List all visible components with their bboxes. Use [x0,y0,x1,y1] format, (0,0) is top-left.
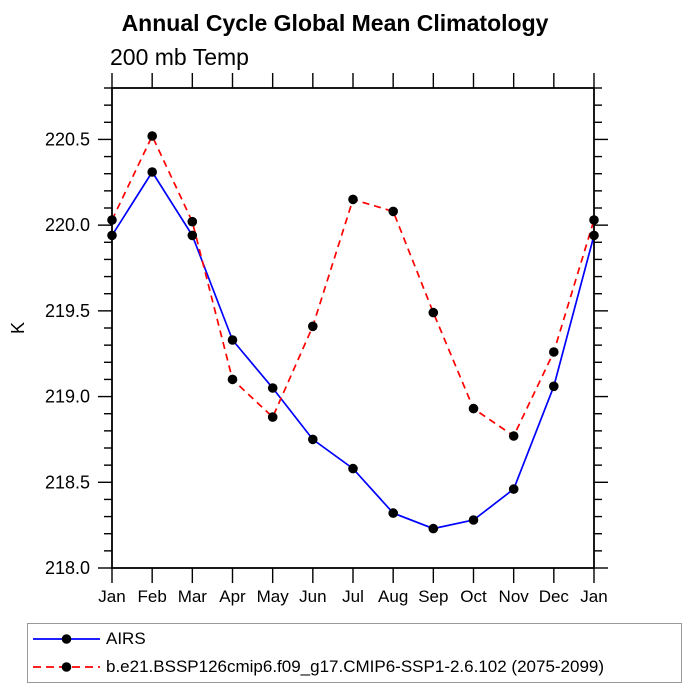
legend-item-airs: AIRS [33,625,681,653]
svg-text:218.0: 218.0 [45,558,90,578]
svg-text:Dec: Dec [539,587,570,606]
x-tick-labels: Jan Feb Mar Apr May Jun Jul Aug Sep Oct Nov Dec Jan [98,587,607,606]
svg-text:Mar: Mar [178,587,208,606]
series-line-airs [111,170,595,530]
svg-text:Oct: Oct [460,587,487,606]
series-markers-airs [107,167,599,534]
svg-text:219.5: 219.5 [45,301,90,321]
climatology-line-chart: 218.0 218.5 219.0 219.5 220.0 220.5 Jan Feb Mar A… [8,73,608,606]
svg-text:May: May [257,587,290,606]
legend-label-airs: AIRS [106,629,146,648]
chart-title: Annual Cycle Global Mean Climatology [121,10,549,36]
series-line-model [111,134,595,438]
svg-text:Nov: Nov [499,587,530,606]
plot-box [111,87,595,569]
svg-text:220.0: 220.0 [45,215,90,235]
svg-text:218.5: 218.5 [45,472,90,492]
svg-text:220.5: 220.5 [45,129,90,149]
chart-subtitle: 200 mb Temp [110,44,249,70]
svg-text:Apr: Apr [219,587,246,606]
svg-text:Jan: Jan [98,587,125,606]
legend-item-model: b.e21.BSSP126cmip6.f09_g17.CMIP6-SSP1-2.… [33,653,681,681]
svg-text:Jun: Jun [299,587,326,606]
svg-text:219.0: 219.0 [45,387,90,407]
svg-text:Sep: Sep [418,587,448,606]
series-markers-model [107,131,599,441]
airs-marker-icon [61,634,72,644]
model-line-swatch [33,662,100,672]
svg-text:Aug: Aug [378,587,408,606]
airs-line-swatch [33,634,100,644]
chart-legend: AIRS b.e21.BSSP126cmip6.f09_g17.CMIP6-SS… [27,623,682,683]
legend-label-model: b.e21.BSSP126cmip6.f09_g17.CMIP6-SSP1-2.… [106,657,605,676]
svg-text:Jul: Jul [342,587,364,606]
axis-ticks [98,73,608,583]
model-marker-icon [61,662,72,672]
y-axis-label: K [8,322,28,334]
y-tick-labels: 218.0 218.5 219.0 219.5 220.0 220.5 [45,129,90,578]
svg-text:Feb: Feb [138,587,167,606]
svg-text:Jan: Jan [580,587,607,606]
